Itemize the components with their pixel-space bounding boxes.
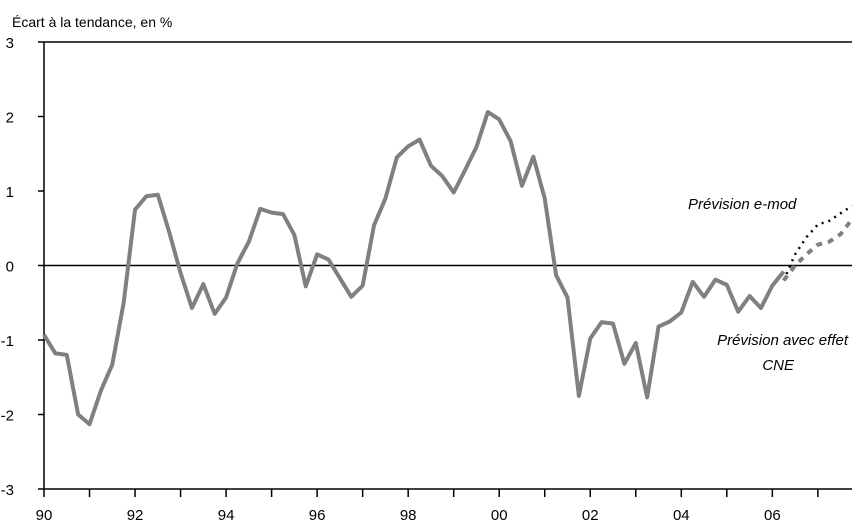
series-line-prevision-cne	[782, 218, 852, 282]
x-tick-label: 02	[582, 507, 599, 524]
annotation-prevision-cne-line2: CNE	[762, 357, 795, 374]
annotation-prevision-emod: Prévision e-mod	[688, 196, 797, 213]
series-line-ecart	[42, 110, 786, 427]
y-tick-label: 3	[6, 35, 14, 52]
y-tick-label: -2	[1, 408, 14, 425]
x-tick-label: 94	[218, 507, 235, 524]
y-tick-label: 0	[6, 259, 14, 276]
y-tick-label: -3	[1, 482, 14, 499]
x-tick-label: 00	[491, 507, 508, 524]
x-tick-label: 96	[309, 507, 326, 524]
x-tick-label: 04	[673, 507, 690, 524]
labels: Écart à la tendance, en % Prévision e-mo…	[12, 14, 849, 374]
axes	[43, 41, 852, 490]
annotation-prevision-cne-line1: Prévision avec effet	[717, 332, 849, 349]
x-tick-label: 98	[400, 507, 417, 524]
x-tick-label: 92	[127, 507, 144, 524]
series-line-prevision-emod	[782, 204, 852, 281]
ticks: 3 2 1 0 -1 -2 -3 90 92 94 96 98 00 02 04 06	[1, 35, 819, 524]
y-tick-label: -1	[1, 333, 14, 350]
y-tick-label: 1	[6, 184, 14, 201]
series	[42, 110, 852, 427]
x-tick-label: 06	[764, 507, 781, 524]
y-tick-label: 2	[6, 110, 14, 127]
x-tick-label: 90	[36, 507, 53, 524]
y-axis-title: Écart à la tendance, en %	[12, 14, 172, 30]
